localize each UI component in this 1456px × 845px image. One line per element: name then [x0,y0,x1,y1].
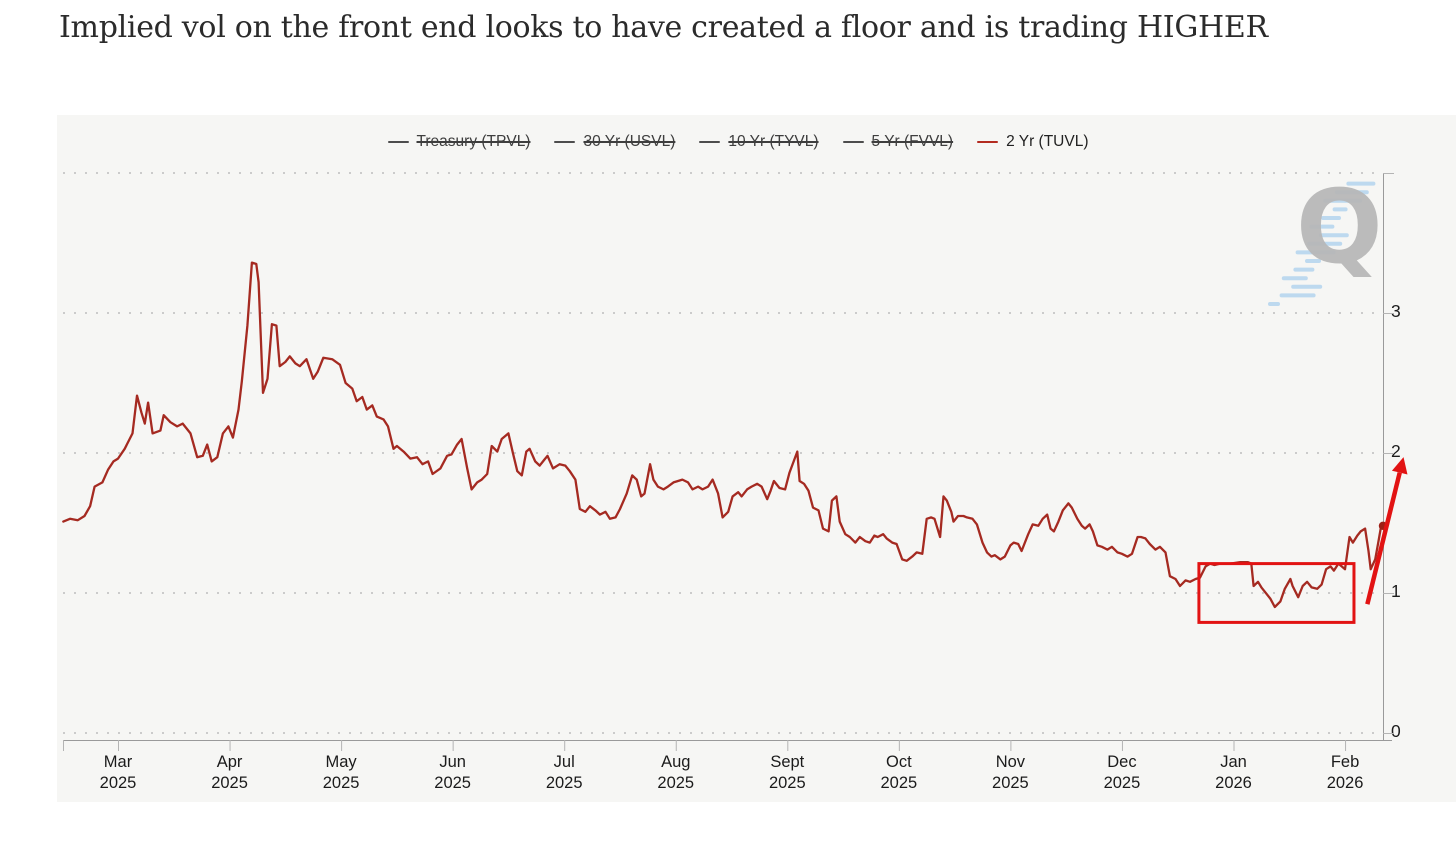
legend-item-2-yr-tuvl[interactable]: 2 Yr (TUVL) [977,133,1089,151]
page-title: Implied vol on the front end looks to ha… [59,10,1268,45]
x-axis-label: Aug 2025 [657,753,695,792]
legend-item-label: 5 Yr (FVVL) [871,133,954,150]
x-axis-label: Oct 2025 [880,753,918,792]
x-axis-label: Dec 2025 [1103,753,1141,792]
y-axis-label: 0 [1391,721,1401,741]
legend-item-label: 2 Yr (TUVL) [1006,133,1089,150]
legend-item-treasury-tpvl[interactable]: Treasury (TPVL) [387,133,531,151]
y-axis-label: 1 [1391,581,1401,601]
x-axis-label: Sept 2025 [768,753,806,792]
x-axis-label: Jan 2026 [1215,753,1252,792]
x-axis-label: Jun 2025 [434,753,471,792]
x-axis-label: Jul 2025 [545,753,583,792]
chart-panel [57,115,1456,802]
x-axis-label: Nov 2025 [992,753,1029,792]
x-axis-label: Apr 2025 [211,753,248,792]
legend-swatch [699,140,721,144]
legend-item-10-yr-tyvl[interactable]: 10 Yr (TYVL) [699,133,819,151]
x-axis-label: May 2025 [322,753,360,792]
y-axis-label: 2 [1391,441,1401,461]
legend-item-label: 10 Yr (TYVL) [728,133,819,150]
legend-swatch [387,140,409,144]
legend-item-label: Treasury (TPVL) [416,133,531,150]
legend-swatch [977,140,999,144]
watermark-letter: Q [1296,168,1383,287]
y-axis-label: 3 [1391,301,1401,321]
x-axis-label: Mar 2025 [99,753,137,792]
legend-item-label: 30 Yr (USVL) [583,133,676,150]
legend-item-5-yr-fvvl[interactable]: 5 Yr (FVVL) [842,133,954,151]
legend-item-30-yr-usvl[interactable]: 30 Yr (USVL) [554,133,675,151]
legend-swatch [842,140,864,144]
watermark-q-logo: Q [1262,164,1394,316]
x-axis-label: Feb 2026 [1326,753,1364,792]
chart-legend: Treasury (TPVL) 30 Yr (USVL) 10 Yr (TYVL) 5… [57,133,1419,151]
legend-swatch [554,140,576,144]
